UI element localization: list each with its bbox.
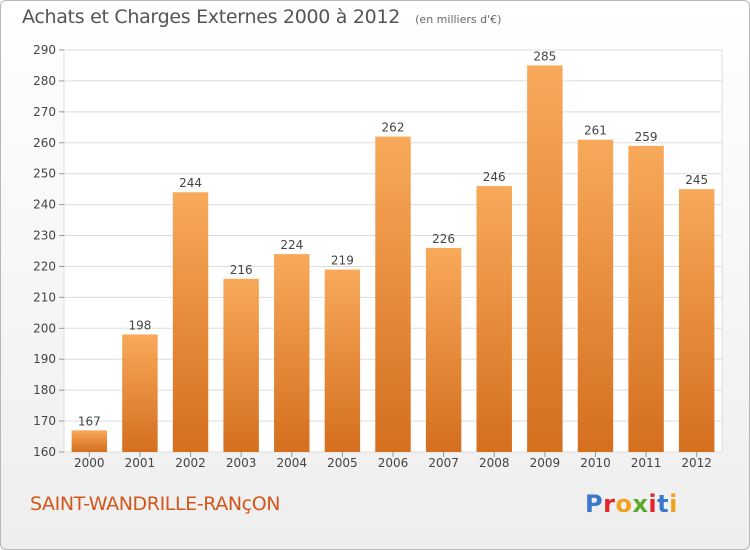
chart-title: Achats et Charges Externes 2000 à 2012 xyxy=(22,6,401,28)
bar-value-label: 259 xyxy=(635,130,658,144)
x-tick-label: 2009 xyxy=(530,456,561,470)
bar-2000[interactable] xyxy=(71,430,108,452)
x-tick-label: 2003 xyxy=(226,456,257,470)
y-tick-label: 210 xyxy=(33,290,56,304)
chart-unit: (en milliers d'€) xyxy=(415,13,502,26)
bar-value-label: 244 xyxy=(179,176,202,190)
bars xyxy=(71,65,715,453)
bar-value-label: 224 xyxy=(280,238,303,252)
logo-letter: t xyxy=(657,490,670,518)
x-tick-label: 2002 xyxy=(175,456,206,470)
x-tick-label: 2007 xyxy=(428,456,459,470)
commune-name: SAINT-WANDRILLE-RANçON xyxy=(30,493,281,515)
y-tick-label: 250 xyxy=(33,167,56,181)
bar-2003[interactable] xyxy=(223,278,259,452)
x-axis-ticks: 2000 2001 2002 2003 2004 2005 2006 2007 2008 2009… xyxy=(74,452,712,470)
bar-2012[interactable] xyxy=(678,189,715,452)
y-tick-label: 270 xyxy=(33,105,56,119)
bar-2002[interactable] xyxy=(172,192,209,452)
bar-value-label: 261 xyxy=(584,124,607,138)
y-tick-label: 220 xyxy=(33,259,56,273)
bar-value-label: 285 xyxy=(533,49,556,63)
x-tick-label: 2006 xyxy=(378,456,409,470)
y-tick-label: 240 xyxy=(33,198,56,212)
y-tick-label: 160 xyxy=(33,445,56,459)
logo-letter: i xyxy=(648,490,658,518)
logo-letter: x xyxy=(632,490,649,518)
y-tick-label: 200 xyxy=(33,321,56,335)
y-axis-ticks: 160 170 180 190 200 210 220 230 240 250 260 270 280 2… xyxy=(33,43,64,459)
bar-2006[interactable] xyxy=(375,136,411,453)
bar-value-label: 198 xyxy=(128,318,151,332)
bar-2009[interactable] xyxy=(527,65,563,452)
y-tick-label: 260 xyxy=(33,136,56,150)
bar-value-labels: 167 198 244 216 224 219 262 226 246 285 261 259 245 xyxy=(78,49,708,428)
y-tick-label: 230 xyxy=(33,229,56,243)
bar-2004[interactable] xyxy=(274,254,310,452)
bar-value-label: 216 xyxy=(230,263,253,277)
bar-2011[interactable] xyxy=(628,145,664,452)
x-tick-label: 2004 xyxy=(276,456,307,470)
bar-value-label: 246 xyxy=(483,170,506,184)
x-tick-label: 2001 xyxy=(125,456,156,470)
y-tick-label: 170 xyxy=(33,414,56,428)
x-tick-label: 2010 xyxy=(580,456,611,470)
bar-value-label: 245 xyxy=(685,173,708,187)
logo-letter: o xyxy=(615,490,633,518)
y-tick-label: 180 xyxy=(33,383,56,397)
bar-2005[interactable] xyxy=(324,269,361,452)
y-tick-label: 190 xyxy=(33,352,56,366)
x-tick-label: 2008 xyxy=(479,456,510,470)
bar-value-label: 219 xyxy=(331,254,354,268)
bar-value-label: 167 xyxy=(78,414,101,428)
y-tick-label: 290 xyxy=(33,43,56,57)
y-tick-label: 280 xyxy=(33,74,56,88)
bar-value-label: 226 xyxy=(432,232,455,246)
bar-2008[interactable] xyxy=(476,186,512,453)
x-tick-label: 2012 xyxy=(681,456,712,470)
logo-letter: P xyxy=(585,490,604,518)
title-row: Achats et Charges Externes 2000 à 2012 (… xyxy=(22,6,501,28)
proxiti-logo[interactable]: Proxiti xyxy=(585,490,678,518)
logo-letter: r xyxy=(603,490,616,518)
bar-value-label: 262 xyxy=(382,121,405,135)
bar-2001[interactable] xyxy=(122,334,158,452)
bar-2007[interactable] xyxy=(425,247,462,452)
logo-letter: i xyxy=(669,490,678,518)
x-tick-label: 2011 xyxy=(631,456,662,470)
x-tick-label: 2000 xyxy=(74,456,105,470)
x-tick-label: 2005 xyxy=(327,456,358,470)
bar-2010[interactable] xyxy=(577,139,614,452)
